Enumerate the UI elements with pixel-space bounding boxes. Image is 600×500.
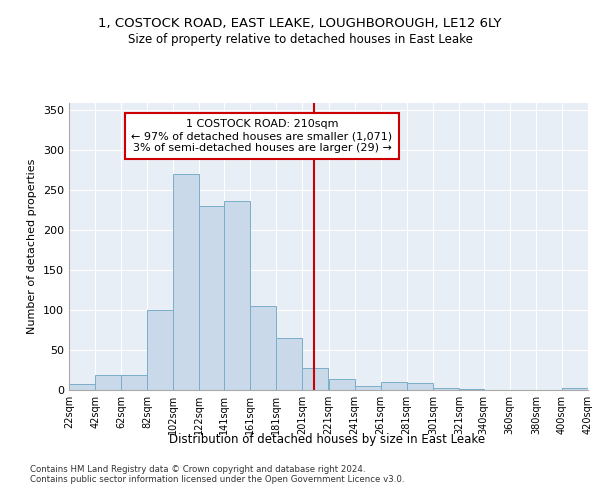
Y-axis label: Number of detached properties: Number of detached properties	[28, 158, 37, 334]
Text: Contains HM Land Registry data © Crown copyright and database right 2024.
Contai: Contains HM Land Registry data © Crown c…	[30, 465, 404, 484]
Bar	[224, 200, 250, 390]
Bar	[355, 386, 380, 390]
Bar	[69, 384, 95, 390]
Text: Size of property relative to detached houses in East Leake: Size of property relative to detached ho…	[128, 32, 472, 46]
Text: Distribution of detached houses by size in East Leake: Distribution of detached houses by size …	[169, 432, 485, 446]
Bar	[121, 375, 147, 390]
Bar	[380, 382, 407, 390]
Text: 1, COSTOCK ROAD, EAST LEAKE, LOUGHBOROUGH, LE12 6LY: 1, COSTOCK ROAD, EAST LEAKE, LOUGHBOROUG…	[98, 18, 502, 30]
Bar	[329, 379, 355, 390]
Bar	[199, 206, 224, 390]
Bar	[562, 388, 588, 390]
Bar	[407, 383, 433, 390]
Bar	[459, 389, 484, 390]
Bar	[95, 375, 121, 390]
Bar	[562, 388, 588, 390]
Bar	[173, 174, 199, 390]
Bar	[147, 310, 173, 390]
Bar	[302, 368, 329, 390]
Bar	[277, 338, 302, 390]
Bar	[433, 388, 459, 390]
Text: 1 COSTOCK ROAD: 210sqm
← 97% of detached houses are smaller (1,071)
3% of semi-d: 1 COSTOCK ROAD: 210sqm ← 97% of detached…	[131, 120, 392, 152]
Bar	[250, 306, 277, 390]
